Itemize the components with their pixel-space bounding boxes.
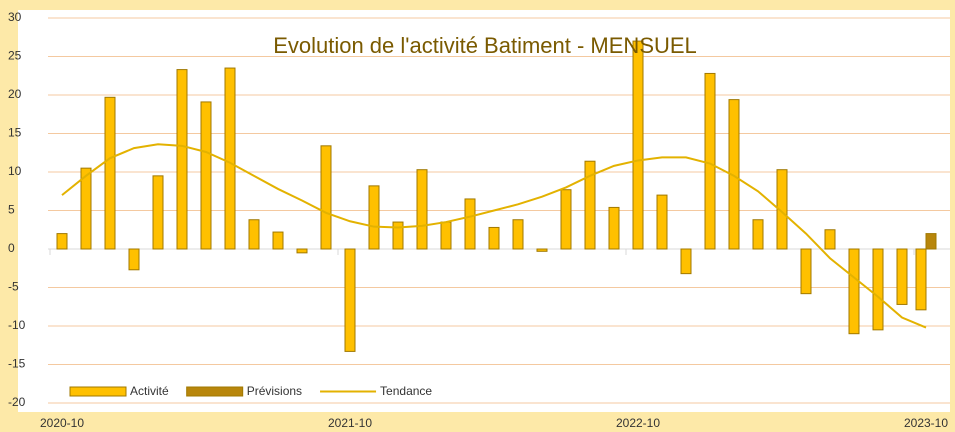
- bar: [824, 229, 836, 250]
- y-tick-label: 15: [8, 126, 22, 140]
- chart-title: Evolution de l'activité Batiment - MENSU…: [273, 33, 697, 58]
- y-tick-label: -5: [8, 280, 19, 294]
- y-tick-label: -20: [8, 395, 26, 409]
- y-tick-label: -10: [8, 318, 26, 332]
- x-tick-label: 2020-10: [40, 416, 84, 430]
- bar: [632, 40, 644, 250]
- bar: [915, 248, 927, 311]
- bar: [104, 96, 116, 250]
- bar: [680, 248, 692, 275]
- legend-label: Prévisions: [247, 384, 302, 398]
- y-tick-label: 10: [8, 164, 22, 178]
- bar: [800, 248, 812, 295]
- bar: [224, 67, 236, 250]
- bar: [440, 221, 452, 250]
- bar: [344, 248, 356, 352]
- bar: [392, 221, 404, 250]
- y-tick-label: -15: [8, 357, 26, 371]
- bar: [80, 167, 92, 250]
- bar: [704, 72, 716, 250]
- y-tick-label: 25: [8, 49, 22, 63]
- bar: [128, 248, 140, 271]
- bar: [464, 198, 476, 250]
- legend-label: Activité: [130, 384, 169, 398]
- y-tick-label: 5: [8, 203, 15, 217]
- bar: [560, 189, 572, 250]
- bar: [176, 69, 188, 250]
- bar: [608, 206, 620, 250]
- bar: [512, 219, 524, 250]
- legend-label: Tendance: [380, 384, 432, 398]
- bar: [152, 175, 164, 250]
- bar: [416, 169, 428, 250]
- y-tick-label: 30: [8, 10, 22, 24]
- bar: [776, 169, 788, 250]
- bar: [272, 231, 284, 250]
- bar: [848, 248, 860, 335]
- bar: [320, 145, 332, 250]
- x-tick-label: 2021-10: [328, 416, 372, 430]
- bar: [248, 219, 260, 250]
- bar: [872, 248, 884, 331]
- bar: [368, 185, 380, 250]
- bar: [925, 233, 937, 250]
- bar: [896, 248, 908, 305]
- bar: [752, 219, 764, 250]
- trend-line: [61, 143, 927, 329]
- x-tick-label: 2023-10: [904, 416, 948, 430]
- bar: [536, 248, 548, 252]
- bar: [296, 248, 308, 254]
- legend-swatch: [186, 386, 244, 397]
- y-tick-label: 0: [8, 241, 15, 255]
- bar: [656, 194, 668, 250]
- legend-swatch: [69, 386, 127, 397]
- y-tick-label: 20: [8, 87, 22, 101]
- bar: [488, 226, 500, 250]
- bar: [584, 160, 596, 250]
- bar: [56, 233, 68, 250]
- bar: [200, 101, 212, 250]
- x-tick-label: 2022-10: [616, 416, 660, 430]
